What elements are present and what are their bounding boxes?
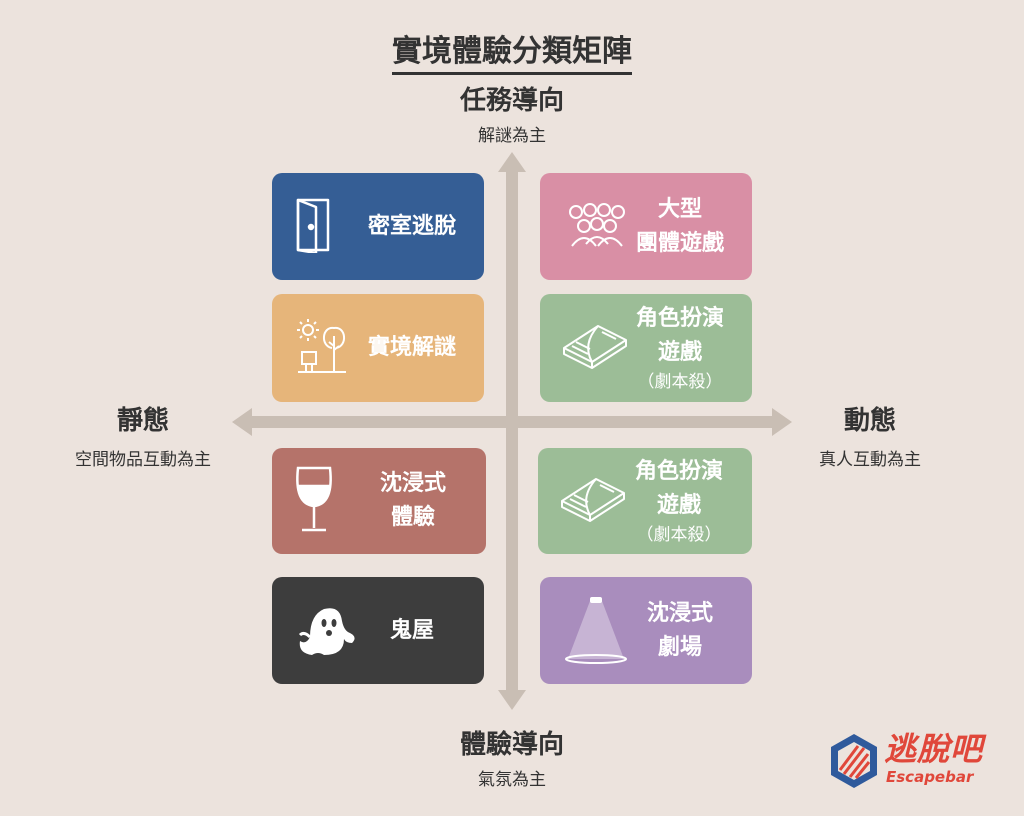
logo-name: 逃脫吧	[884, 730, 984, 768]
top-axis-title: 任務導向	[459, 86, 564, 116]
outdoor-scene-icon	[294, 316, 350, 380]
diagram-title: 實境體驗分類矩陣	[0, 26, 1024, 75]
card-immersive-theater[interactable]: 沈浸式 劇場	[540, 577, 752, 684]
open-book-icon	[560, 475, 626, 527]
ghost-icon	[294, 601, 358, 661]
card-label: 沈浸式 體驗	[379, 471, 446, 530]
card-role-play-top[interactable]: 角色扮演 遊戲 （劇本殺）	[540, 294, 752, 402]
right-axis-subtitle: 真人互動為主	[819, 450, 921, 470]
card-role-play-bottom[interactable]: 角色扮演 遊戲 （劇本殺）	[538, 448, 752, 554]
logo-hexagon-icon	[831, 734, 877, 788]
card-haunted-house[interactable]: 鬼屋	[272, 577, 484, 684]
wine-glass-icon	[294, 464, 334, 538]
left-axis-subtitle: 空間物品互動為主	[75, 450, 211, 470]
card-label: 密室逃脫	[367, 213, 456, 239]
card-label: 實境解謎	[367, 335, 456, 360]
card-real-world-puzzle[interactable]: 實境解謎	[272, 294, 484, 402]
card-escape-room[interactable]: 密室逃脫	[272, 173, 484, 280]
door-icon	[294, 197, 340, 257]
card-label: 角色扮演 遊戲 （劇本殺）	[635, 306, 724, 392]
card-label: 大型 團體遊戲	[635, 196, 724, 256]
open-book-icon	[562, 322, 628, 374]
group-icon	[562, 200, 632, 254]
card-large-group-game[interactable]: 大型 團體遊戲	[540, 173, 752, 280]
escapebar-logo: 逃脫吧 Escapebar	[828, 730, 998, 794]
card-immersive-experience[interactable]: 沈浸式 體驗	[272, 448, 486, 554]
right-axis-title: 動態	[843, 406, 896, 436]
left-axis-title: 靜態	[116, 406, 169, 436]
spotlight-icon	[562, 593, 630, 669]
card-label: 鬼屋	[389, 617, 434, 643]
top-axis-subtitle: 解謎為主	[478, 126, 546, 146]
card-label: 沈浸式 劇場	[646, 600, 713, 660]
card-label: 角色扮演 遊戲 （劇本殺）	[634, 459, 723, 545]
logo-subtitle: Escapebar	[886, 768, 974, 786]
bottom-axis-subtitle: 氣氛為主	[478, 770, 546, 790]
bottom-axis-title: 體驗導向	[459, 730, 564, 760]
